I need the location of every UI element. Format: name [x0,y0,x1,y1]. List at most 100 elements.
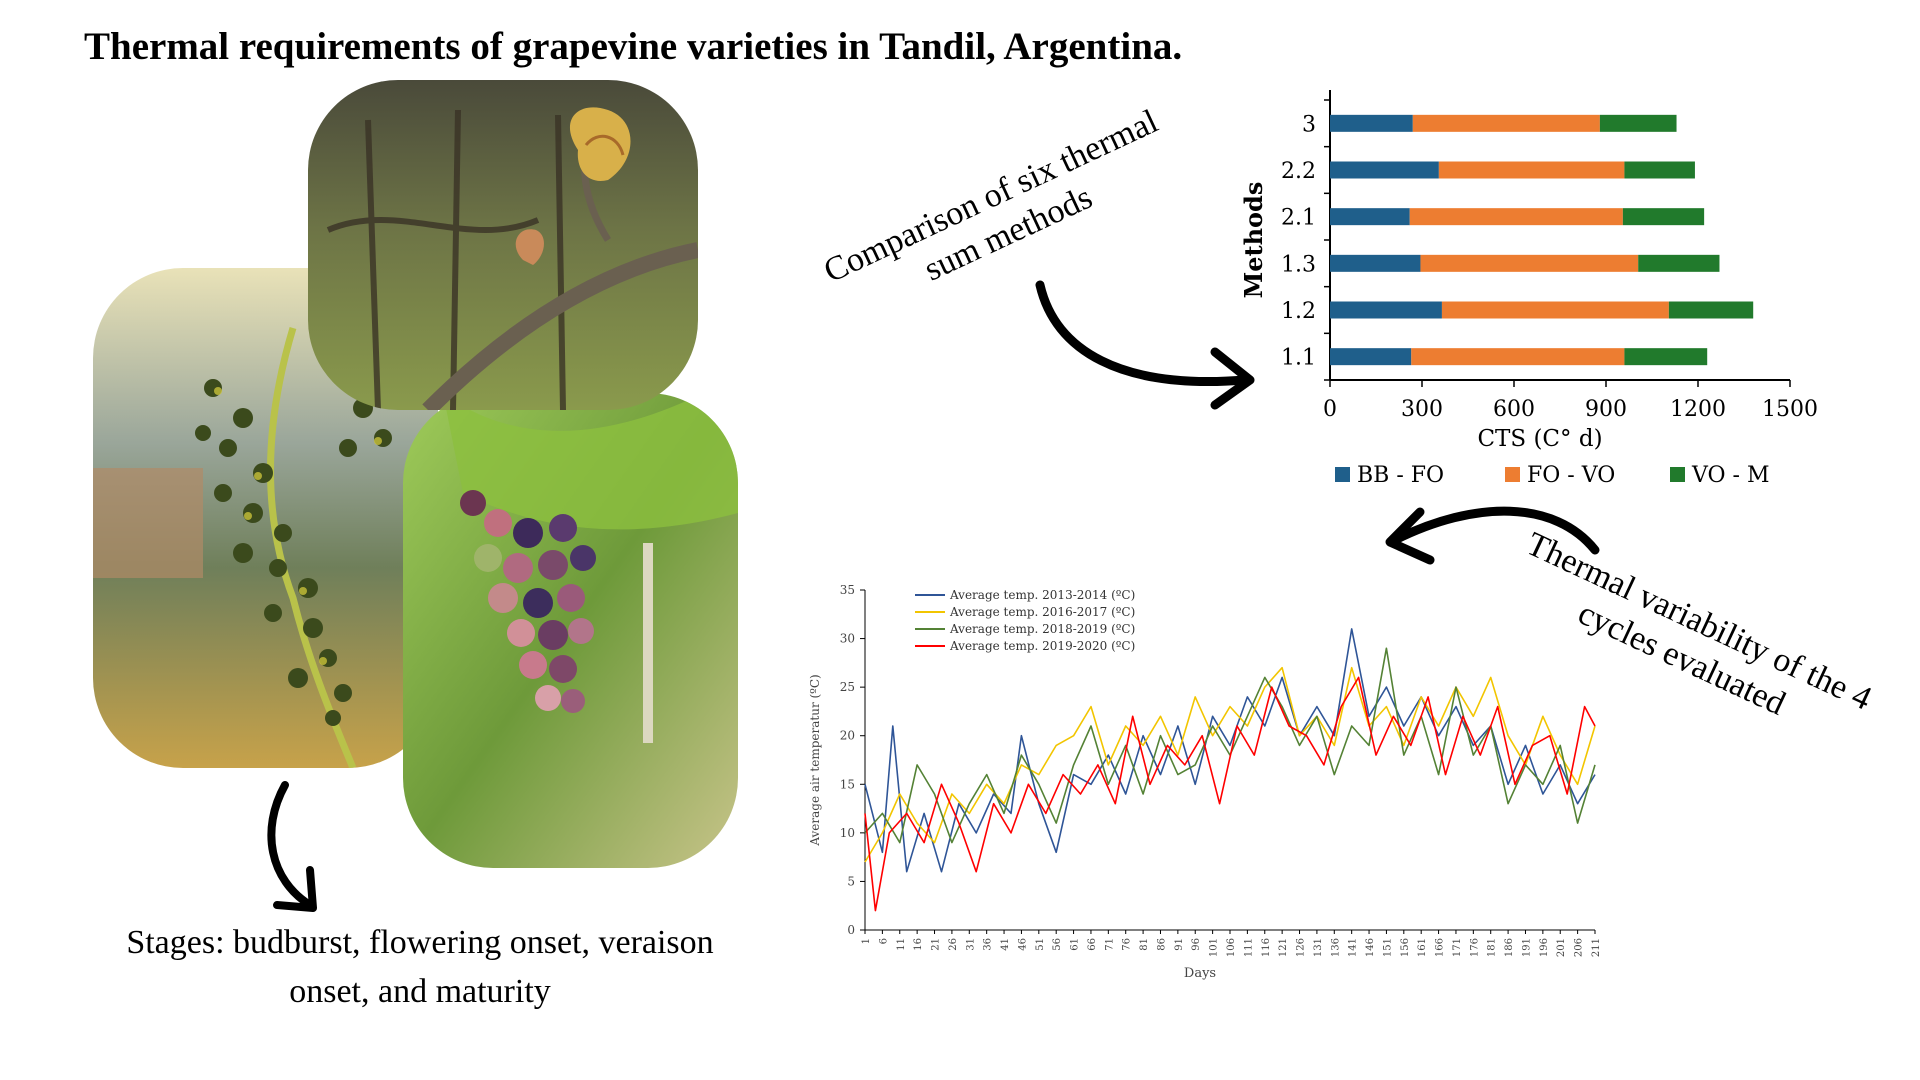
line-chart-x-tick-label: 211 [1591,938,1602,957]
legend-swatch [1335,467,1350,482]
bar-chart-category-label: 1.2 [1281,299,1316,324]
line-chart-x-tick-label: 101 [1209,938,1220,957]
line-chart-x-tick-label: 106 [1226,938,1237,957]
bar-chart-category-label: 3 [1302,112,1316,137]
temperature-series-line [864,676,1596,912]
stages-callout: Stages: budburst, flowering onset, verai… [80,918,760,1017]
line-chart-x-tick-label: 166 [1435,938,1446,957]
line-chart-x-tick-label: 206 [1574,938,1585,957]
bar-chart-x-axis-title: CTS (C° d) [1477,426,1602,452]
bar-segment [1638,254,1720,272]
line-chart-x-tick-label: 136 [1330,938,1341,957]
line-chart-x-tick-label: 21 [931,938,942,951]
budburst-photo [308,80,698,410]
line-legend-label: Average temp. 2016-2017 (ºC) [949,605,1135,619]
line-legend-label: Average temp. 2019-2020 (ºC) [949,639,1135,653]
line-chart-y-tick-label: 10 [840,826,855,840]
legend-label: VO - M [1691,463,1769,488]
stages-callout-line2: onset, and maturity [289,973,551,1011]
line-chart-x-tick-label: 131 [1313,938,1324,957]
bar-segment [1330,208,1410,226]
line-chart-x-tick-label: 31 [965,938,976,951]
line-chart-x-tick-label: 56 [1052,938,1063,951]
stages-callout-line1: Stages: budburst, flowering onset, verai… [126,924,714,961]
line-chart-x-tick-label: 86 [1156,938,1167,951]
veraison-grapes-photo [403,393,738,868]
legend-label: BB - FO [1357,463,1444,488]
bar-chart-y-axis-title: Methods [1239,182,1268,299]
line-chart-x-axis-title: Days [1184,966,1216,981]
bar-chart-x-tick-label: 600 [1493,397,1535,422]
line-chart-x-tick-label: 111 [1243,938,1254,957]
line-chart-x-tick-label: 81 [1139,938,1150,951]
methods-callout-line1: Comparison of six thermal [818,102,1164,291]
line-chart-x-tick-label: 151 [1382,938,1393,957]
bar-segment [1624,348,1708,366]
line-chart-y-tick-label: 30 [840,632,855,646]
line-chart-y-tick-label: 25 [840,680,855,694]
curved-arrow-to-bar-chart [1035,280,1255,410]
bar-segment [1624,161,1695,179]
line-chart-x-tick-label: 6 [878,938,889,944]
line-chart-x-tick-label: 41 [1000,938,1011,951]
curved-arrow-from-variability [1385,506,1600,565]
line-chart-x-tick-label: 196 [1539,938,1550,957]
line-chart-x-tick-label: 71 [1104,938,1115,951]
line-chart-x-tick-label: 171 [1452,938,1463,957]
line-chart-y-tick-label: 15 [840,777,855,791]
line-chart-y-tick-label: 5 [847,874,855,888]
line-chart-x-tick-label: 191 [1521,938,1532,957]
line-chart-x-tick-label: 181 [1487,938,1498,957]
legend-swatch [1670,467,1685,482]
line-chart-x-tick-label: 146 [1365,938,1376,957]
bar-segment [1411,348,1625,366]
line-chart-x-tick-label: 186 [1504,938,1515,957]
bar-chart-category-label: 1.1 [1281,346,1316,371]
temperature-series-line [864,666,1596,863]
bar-segment [1668,301,1754,319]
curved-arrow-to-stages [267,781,317,912]
bar-chart-category-label: 1.3 [1281,252,1316,277]
line-chart-x-tick-label: 126 [1296,938,1307,957]
thermal-sum-bar-chart: 3 2.2 2.1 1.3 1.2 1.1 0 300 600 900 1200 1500 CTS (C… [1239,90,1818,488]
line-chart-x-tick-label: 61 [1070,938,1081,951]
line-chart-y-tick-label: 0 [847,923,855,937]
line-chart-x-tick-label: 51 [1035,938,1046,951]
line-chart-x-tick-label: 46 [1017,938,1028,951]
legend-label: FO - VO [1527,463,1615,488]
line-legend-label: Average temp. 2013-2014 (ºC) [949,588,1135,602]
bar-chart-x-tick-label: 0 [1323,397,1337,422]
line-chart-x-tick-label: 121 [1278,938,1289,957]
bar-segment [1330,161,1439,179]
bar-segment [1330,114,1413,132]
line-chart-x-tick-label: 11 [896,938,907,951]
bar-segment [1599,114,1677,132]
temperature-series-line [864,628,1596,873]
line-chart-x-tick-label: 201 [1556,938,1567,957]
bar-chart-category-label: 2.1 [1281,206,1316,231]
line-chart-x-tick-label: 76 [1122,938,1133,951]
page-title: Thermal requirements of grapevine variet… [84,25,1183,68]
bar-segment [1438,161,1625,179]
line-chart-x-tick-label: 66 [1087,938,1098,951]
bar-segment [1622,208,1705,226]
bar-chart-x-tick-label: 1200 [1670,397,1726,422]
bar-chart-x-tick-label: 300 [1401,397,1443,422]
line-chart-x-tick-label: 1 [861,938,872,944]
line-legend-label: Average temp. 2018-2019 (ºC) [949,622,1135,636]
line-chart-x-tick-label: 96 [1191,938,1202,951]
line-chart-x-tick-label: 16 [913,938,924,951]
line-chart-x-tick-label: 156 [1400,938,1411,957]
bar-chart-x-tick-label: 1500 [1762,397,1818,422]
legend-swatch [1505,467,1520,482]
bar-segment [1330,348,1412,366]
bar-segment [1441,301,1669,319]
bar-segment [1420,254,1639,272]
line-chart-x-tick-label: 176 [1469,938,1480,957]
line-chart-x-tick-label: 91 [1174,938,1185,951]
line-chart-x-tick-label: 36 [983,938,994,951]
bar-segment [1330,301,1442,319]
bar-segment [1330,254,1421,272]
line-chart-x-tick-label: 161 [1417,938,1428,957]
